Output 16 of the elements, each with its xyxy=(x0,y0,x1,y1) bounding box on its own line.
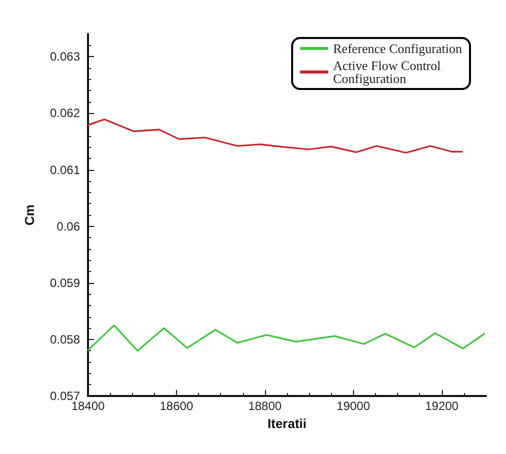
y-tick-label: 0.062 xyxy=(50,106,80,120)
line-series xyxy=(87,118,463,154)
y-axis-title: Cm xyxy=(22,204,37,226)
y-tick-label: 0.058 xyxy=(50,332,80,346)
line-series xyxy=(87,324,486,352)
y-tick-label: 0.063 xyxy=(50,50,80,64)
y-tick-label: 0.059 xyxy=(50,276,80,290)
legend-label: Reference Configuration xyxy=(333,41,462,56)
x-tick-label: 19000 xyxy=(336,399,370,413)
x-tick-label: 18800 xyxy=(248,399,282,413)
x-tick-label: 18600 xyxy=(160,399,194,413)
legend-label: Active Flow Control Configuration xyxy=(333,58,444,86)
y-tick-label: 0.061 xyxy=(50,162,80,177)
x-tick-label: 19200 xyxy=(425,399,459,413)
y-tick-label: 0.06 xyxy=(56,219,80,234)
x-axis-title: Iteratii xyxy=(267,416,307,431)
